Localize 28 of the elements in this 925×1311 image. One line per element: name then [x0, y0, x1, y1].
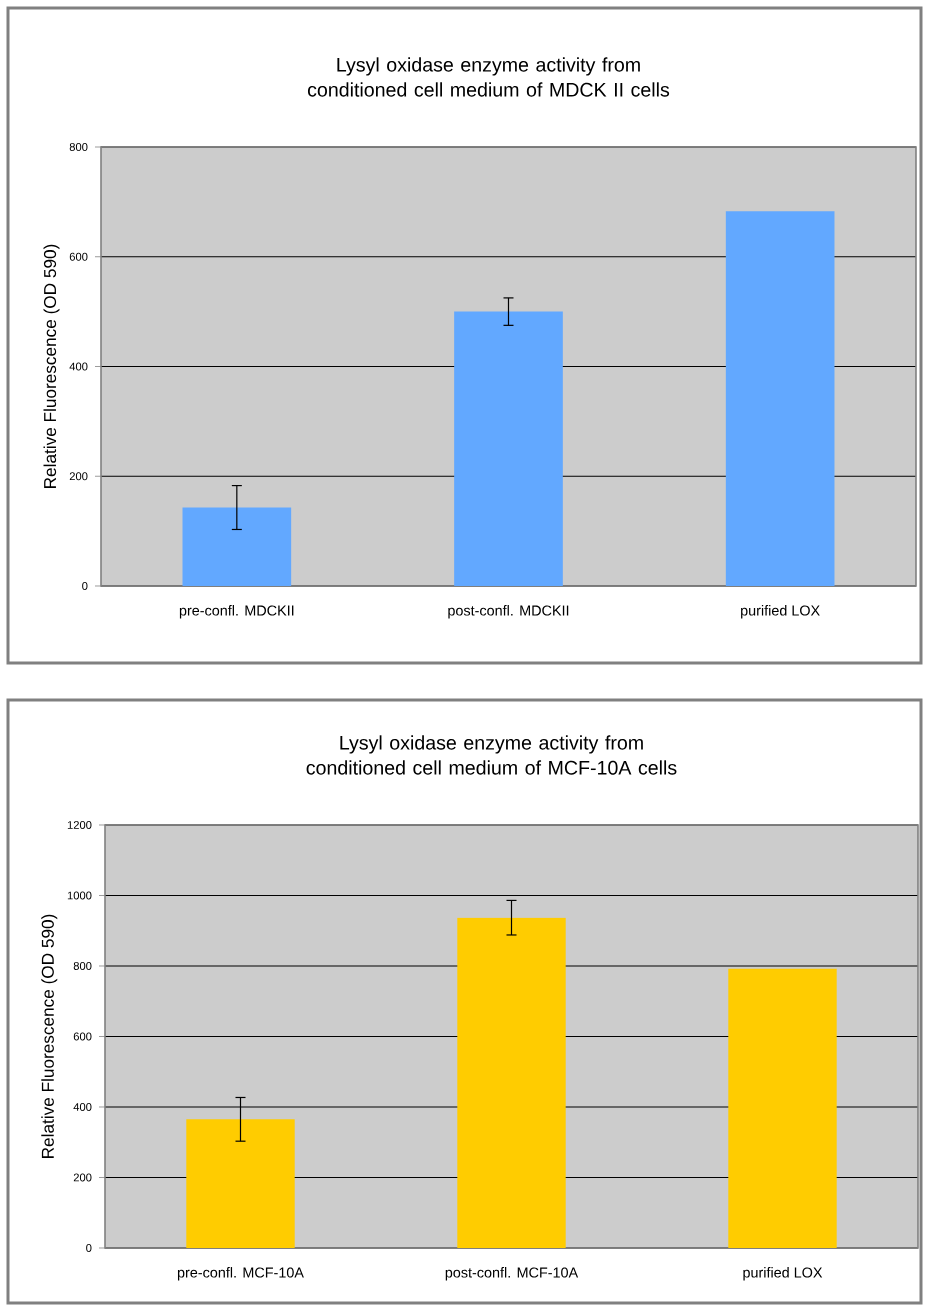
- bar: [182, 507, 292, 586]
- y-axis-title: Relative Fluorescence (OD 590): [41, 914, 58, 1158]
- y-tick-label: 200: [69, 472, 88, 481]
- x-tick-label: pre-confl. MCF-10A: [178, 1267, 305, 1281]
- y-tick-label: 1000: [68, 891, 92, 900]
- chart-title: Lysyl oxidase enzyme activity from conditioned cell medium of MDCK II cells: [308, 57, 670, 97]
- bar: [186, 1119, 295, 1248]
- y-tick-label: 400: [73, 1103, 92, 1111]
- bar: [726, 211, 835, 586]
- y-tick-label: 800: [69, 143, 88, 151]
- x-tick-label: purified LOX: [743, 1267, 823, 1281]
- y-tick-label: 600: [69, 252, 88, 261]
- y-tick-label: 1200: [68, 821, 92, 829]
- chart-title: Lysyl oxidase enzyme activity from conditioned cell medium of MCF-10A cells: [306, 735, 677, 775]
- bar: [454, 311, 563, 586]
- y-tick-label: 0: [86, 1244, 92, 1252]
- x-tick-label: post-confl. MDCKII: [448, 605, 569, 619]
- y-tick-label: 600: [73, 1032, 92, 1041]
- x-tick-label: pre-confl. MDCKII: [180, 605, 294, 619]
- bar: [728, 968, 837, 1248]
- y-tick-label: 800: [73, 962, 92, 970]
- x-tick-label: post-confl. MCF-10A: [445, 1267, 579, 1281]
- y-tick-label: 200: [73, 1173, 92, 1182]
- x-tick-label: purified LOX: [741, 605, 821, 619]
- bar: [457, 917, 566, 1248]
- y-axis-title: Relative Fluorescence (OD 590): [43, 244, 60, 488]
- y-tick-label: 0: [82, 582, 88, 590]
- y-tick-label: 400: [69, 362, 88, 371]
